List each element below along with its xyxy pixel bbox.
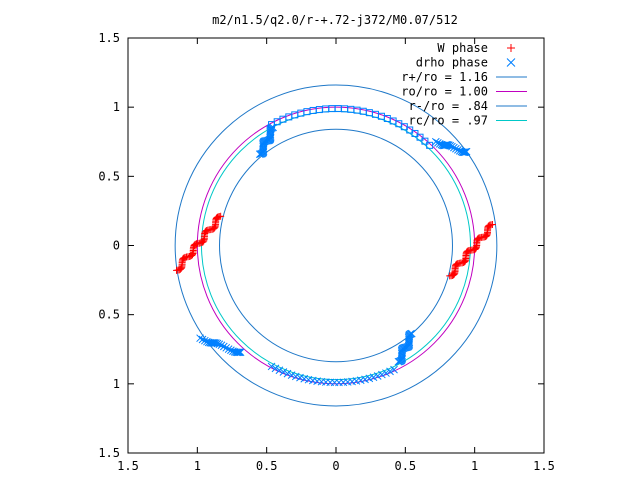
point-s1-g2-24: [462, 147, 471, 156]
y-tick-label-6: 1.5: [98, 31, 120, 45]
point-s1-g2-10: [443, 141, 452, 149]
point-s1-a1-27: [382, 369, 390, 377]
circle-2: [219, 128, 453, 363]
point-s1-a1-0: [267, 362, 276, 371]
point-s1-a1-5: [287, 371, 296, 379]
point-s1-a1-1: [271, 364, 280, 373]
point-s1-g3-13: [217, 341, 226, 350]
point-s1-a1-3: [279, 368, 288, 376]
point-s1-g2-12: [446, 141, 455, 150]
point-s1-a1-25: [373, 372, 382, 380]
point-s1-a0-17: [328, 105, 336, 113]
point-s1-g3-0: [196, 334, 204, 343]
x-tick-label-3: 0: [332, 459, 339, 473]
circle-0: [174, 84, 498, 407]
legend-label-3: ro/ro = 1.00: [401, 85, 488, 99]
point-s1-a0-27: [268, 121, 276, 129]
axis-ticks: [127, 37, 545, 454]
reference-circles: [174, 84, 498, 407]
point-s1-g2-15: [452, 144, 460, 153]
point-s1-a0-18: [322, 105, 330, 113]
legend-label-1: drho phase: [416, 56, 488, 70]
point-s1-a1-2: [275, 366, 284, 375]
point-s1-a0-2: [416, 133, 424, 141]
point-s1-g1-28: [406, 330, 415, 338]
point-s1-g3-14: [219, 342, 228, 351]
point-s1-a1-26: [378, 370, 386, 379]
legend-label-2: r+/ro = 1.16: [401, 70, 488, 84]
point-s1-g3-21: [233, 348, 242, 357]
point-s1-a1-4: [283, 369, 292, 378]
point-s1-g3-24: [236, 348, 245, 357]
y-tick-label-4: 0.5: [98, 169, 120, 183]
y-tick-label-2: 0.5: [98, 308, 120, 322]
point-s1-g2-13: [448, 142, 456, 151]
point-s1-g3-1: [198, 335, 207, 344]
point-s1-g3-22: [234, 348, 243, 357]
point-s1-g2-0: [431, 137, 440, 146]
data-points: [173, 105, 496, 387]
x-tick-label-0: 1.5: [117, 459, 139, 473]
y-tick-label-3: 0: [113, 239, 120, 253]
y-tick-label-0: 1.5: [98, 446, 120, 460]
point-s1-g2-14: [450, 143, 458, 152]
x-tick-label-2: 0.5: [256, 459, 278, 473]
point-s1-a1-29: [390, 365, 398, 374]
circle-3: [200, 110, 472, 381]
point-s0-g1-59: [488, 221, 496, 229]
legend-label-5: rc/ro = .97: [409, 114, 488, 128]
point-s1-a1-24: [369, 373, 378, 382]
x-tick-label-1: 1: [194, 459, 201, 473]
point-s1-g3-15: [222, 343, 231, 352]
point-s1-g3-11: [213, 339, 222, 348]
point-s1-a1-6: [291, 372, 300, 381]
legend-swatch-0: [507, 44, 515, 52]
point-s1-g3-2: [200, 336, 209, 345]
point-s1-g3-16: [224, 345, 233, 353]
point-s1-g3-23: [235, 348, 244, 357]
chart-title: m2/n1.5/q2.0/r-+.72-j372/M0.07/512: [212, 13, 458, 27]
point-s1-g2-20: [459, 148, 468, 157]
point-s1-a0-15: [341, 105, 349, 113]
y-tick-label-5: 1: [113, 100, 120, 114]
point-s1-g1-29: [407, 329, 416, 338]
point-s1-a0-16: [334, 105, 342, 113]
legend-swatch-1: [506, 58, 516, 67]
point-s0-g0-59: [217, 212, 225, 220]
x-tick-label-5: 1: [471, 459, 478, 473]
point-s1-g2-1: [433, 139, 442, 147]
axis-tick-labels: 1.5 1 0.5 0 0.5 1 1.51.510.500.511.5: [98, 31, 555, 473]
point-s1-g3-9: [210, 339, 219, 347]
x-tick-label-4: 0.5: [394, 459, 416, 473]
legend-label-0: W phase: [437, 41, 488, 55]
legend-label-4: r-/ro = .84: [409, 99, 488, 113]
point-s1-g3-12: [215, 340, 224, 349]
x-tick-label-6: 1.5: [533, 459, 555, 473]
point-s1-a0-1: [421, 137, 429, 145]
point-s1-a1-28: [386, 367, 394, 376]
y-tick-label-1: 1: [113, 377, 120, 391]
point-s1-a0-0: [426, 141, 434, 149]
